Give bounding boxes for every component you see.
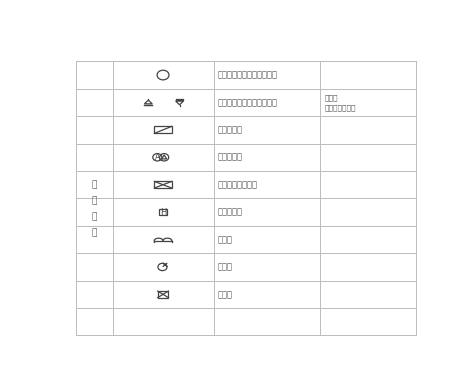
Bar <box>155 127 172 134</box>
Text: H: H <box>160 207 166 217</box>
Text: 連結送水管送水口: 連結送水管送水口 <box>218 180 258 189</box>
Text: 消
火
関
係: 消 火 関 係 <box>91 181 97 238</box>
Text: 制御弁: 制御弁 <box>218 290 233 299</box>
Text: 屋外消火栓: 屋外消火栓 <box>218 207 243 217</box>
Bar <box>158 291 168 298</box>
Bar <box>155 182 172 188</box>
Text: 送水口: 送水口 <box>218 235 233 244</box>
Bar <box>159 209 167 216</box>
Text: アラーム弁: アラーム弁 <box>218 153 243 162</box>
Text: スプリンクラー（平面図）: スプリンクラー（平面図） <box>218 70 278 80</box>
Text: 放水口: 放水口 <box>218 262 233 271</box>
Text: 右から
下向き、上向き: 右から 下向き、上向き <box>325 94 356 111</box>
Text: A: A <box>155 153 160 162</box>
Text: 屋内消火栓: 屋内消火栓 <box>218 125 243 134</box>
Text: スプリンクラー（系統図）: スプリンクラー（系統図） <box>218 98 278 107</box>
